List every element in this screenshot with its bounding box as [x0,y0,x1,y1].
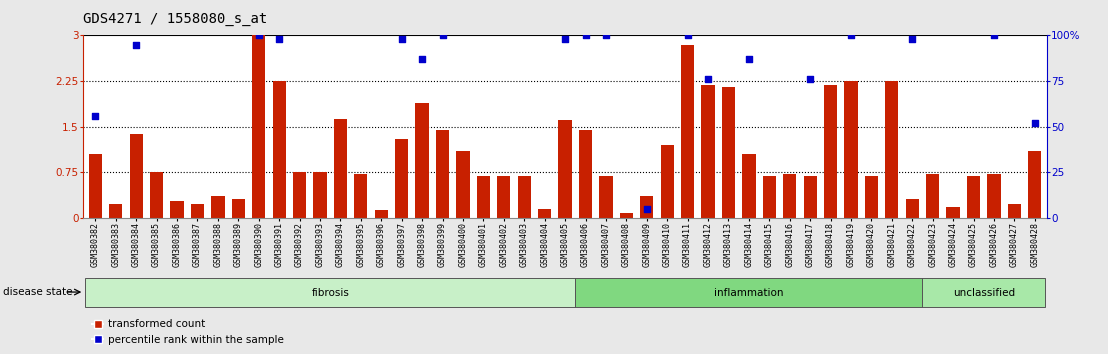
Point [127,42,145,47]
Bar [293,172,306,218]
Bar [599,176,613,218]
Bar [314,172,327,218]
Bar [253,35,266,218]
Bar [946,207,960,218]
Bar [681,45,695,218]
Bar [558,120,572,218]
Bar [232,200,245,218]
Bar [171,201,184,218]
Bar [150,172,163,218]
Bar [619,213,633,218]
FancyBboxPatch shape [575,279,923,307]
Bar [110,204,122,218]
FancyBboxPatch shape [923,279,1045,307]
Bar [824,85,838,218]
Point [740,56,758,62]
Bar [191,204,204,218]
Point [1026,120,1044,126]
Bar [578,130,592,218]
Bar [375,210,388,218]
Bar [926,174,940,218]
Bar [742,154,756,218]
Bar [701,85,715,218]
Bar [885,81,899,218]
Bar [967,176,981,218]
Bar [497,176,511,218]
Text: GDS4271 / 1558080_s_at: GDS4271 / 1558080_s_at [83,12,267,27]
Bar [660,145,674,218]
Bar [476,176,490,218]
Point [433,33,451,38]
Point [393,36,411,42]
Point [638,206,656,211]
Point [576,33,594,38]
Bar [721,87,735,218]
Point [597,33,615,38]
Point [270,36,288,42]
Point [985,33,1003,38]
Bar [1008,204,1020,218]
Point [903,36,921,42]
Point [801,76,819,82]
Bar [416,103,429,218]
Point [679,33,697,38]
Bar [517,176,531,218]
Bar [538,209,552,218]
Bar [640,196,654,218]
Bar [456,151,470,218]
Point [842,33,860,38]
Bar [273,81,286,218]
Bar [396,139,409,218]
FancyBboxPatch shape [85,279,575,307]
Point [699,76,717,82]
Bar [783,174,797,218]
Bar [844,81,858,218]
Text: fibrosis: fibrosis [311,288,349,298]
Bar [905,200,919,218]
Bar [89,154,102,218]
Text: inflammation: inflammation [715,288,783,298]
Bar [803,176,817,218]
Bar [762,176,776,218]
Bar [1028,151,1042,218]
Bar [987,174,1001,218]
Point [556,36,574,42]
Text: unclassified: unclassified [953,288,1015,298]
Bar [864,176,878,218]
Legend: transformed count, percentile rank within the sample: transformed count, percentile rank withi… [89,315,288,349]
Bar [435,130,449,218]
Text: disease state: disease state [3,287,73,297]
Bar [355,174,368,218]
Bar [334,119,347,218]
Point [250,33,268,38]
Point [413,56,431,62]
Bar [130,134,143,218]
Point [86,113,104,119]
Bar [212,196,225,218]
